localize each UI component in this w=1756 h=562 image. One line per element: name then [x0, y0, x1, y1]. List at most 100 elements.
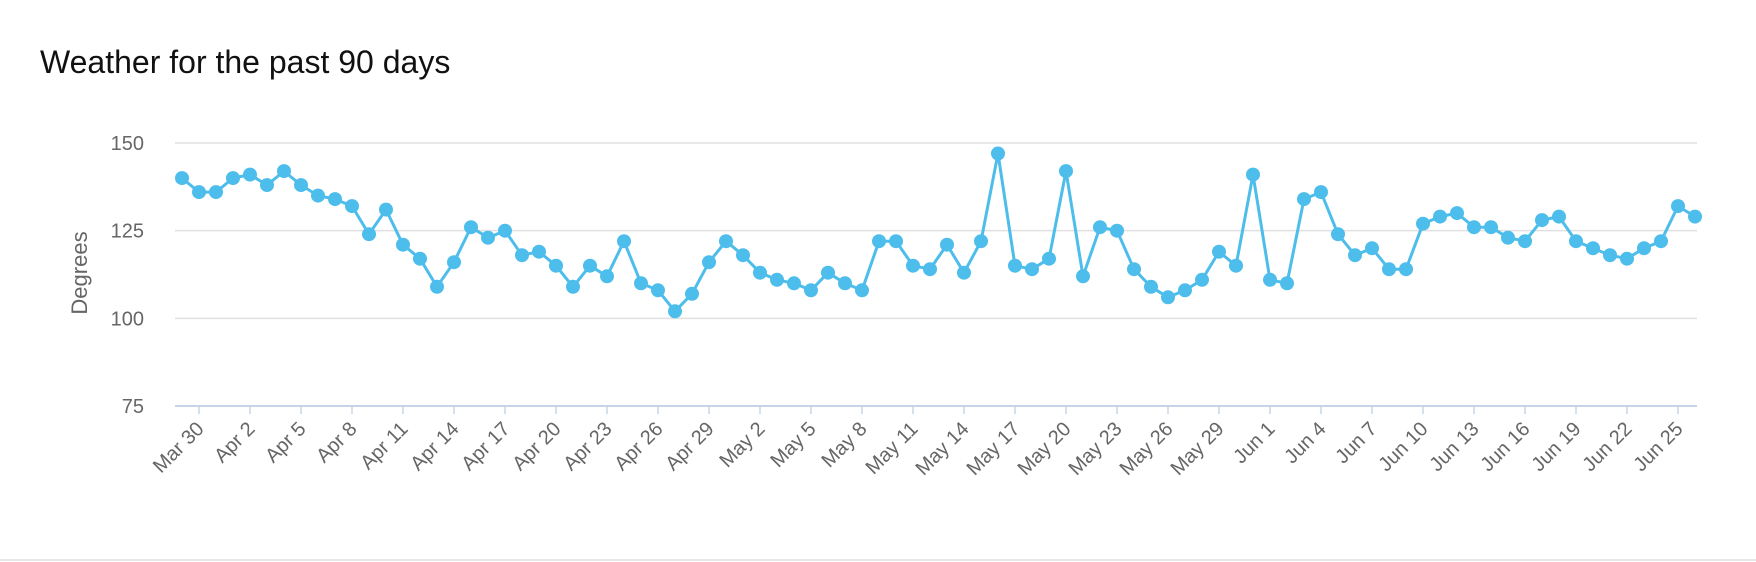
x-tick-label: Apr 5	[261, 418, 310, 467]
data-point[interactable]	[855, 283, 869, 298]
data-point[interactable]	[1025, 262, 1039, 277]
data-point[interactable]	[379, 202, 393, 217]
data-point[interactable]	[1178, 283, 1192, 298]
data-point[interactable]	[1195, 272, 1209, 287]
data-point[interactable]	[1688, 209, 1702, 224]
data-point[interactable]	[787, 276, 801, 291]
data-point[interactable]	[668, 304, 682, 319]
data-point[interactable]	[243, 167, 257, 182]
data-point[interactable]	[1280, 276, 1294, 291]
data-point[interactable]	[838, 276, 852, 291]
data-point[interactable]	[804, 283, 818, 298]
data-point[interactable]	[1297, 192, 1311, 207]
data-point[interactable]	[1331, 227, 1345, 242]
data-point[interactable]	[1416, 216, 1430, 231]
data-point[interactable]	[1314, 185, 1328, 200]
data-point[interactable]	[498, 223, 512, 238]
y-tick-label: 75	[122, 396, 144, 418]
data-point[interactable]	[226, 171, 240, 186]
data-point[interactable]	[1365, 241, 1379, 256]
data-point[interactable]	[753, 265, 767, 280]
data-point[interactable]	[1603, 248, 1617, 263]
data-point[interactable]	[1501, 230, 1515, 245]
data-point[interactable]	[889, 234, 903, 249]
data-point[interactable]	[1450, 206, 1464, 221]
data-point[interactable]	[906, 258, 920, 273]
data-point[interactable]	[651, 283, 665, 298]
data-point[interactable]	[345, 199, 359, 214]
data-point[interactable]	[515, 248, 529, 263]
data-point[interactable]	[447, 255, 461, 270]
data-point[interactable]	[940, 237, 954, 252]
data-point[interactable]	[1484, 220, 1498, 235]
data-point[interactable]	[1569, 234, 1583, 249]
data-point[interactable]	[1535, 213, 1549, 228]
data-point[interactable]	[1110, 223, 1124, 238]
data-point[interactable]	[1382, 262, 1396, 277]
data-point[interactable]	[872, 234, 886, 249]
x-tick-label: May 5	[766, 418, 820, 472]
data-point[interactable]	[1093, 220, 1107, 235]
data-point[interactable]	[1637, 241, 1651, 256]
data-point[interactable]	[532, 244, 546, 259]
data-point[interactable]	[1348, 248, 1362, 263]
data-point[interactable]	[481, 230, 495, 245]
data-point[interactable]	[175, 171, 189, 186]
data-point[interactable]	[430, 279, 444, 294]
data-point[interactable]	[1263, 272, 1277, 287]
data-point[interactable]	[1059, 164, 1073, 179]
data-point[interactable]	[396, 237, 410, 252]
data-point[interactable]	[1127, 262, 1141, 277]
y-tick-label: 125	[111, 221, 144, 243]
data-point[interactable]	[1518, 234, 1532, 249]
data-point[interactable]	[634, 276, 648, 291]
data-point[interactable]	[600, 269, 614, 284]
data-point[interactable]	[1620, 251, 1634, 266]
data-point[interactable]	[1586, 241, 1600, 256]
data-point[interactable]	[821, 265, 835, 280]
data-point[interactable]	[923, 262, 937, 277]
data-point[interactable]	[1467, 220, 1481, 235]
data-point[interactable]	[260, 178, 274, 193]
data-point[interactable]	[736, 248, 750, 263]
data-point[interactable]	[1161, 290, 1175, 305]
data-point[interactable]	[362, 227, 376, 242]
data-point[interactable]	[1076, 269, 1090, 284]
x-tick-label: May 26	[1116, 418, 1178, 480]
data-point[interactable]	[277, 164, 291, 179]
data-point[interactable]	[974, 234, 988, 249]
data-point[interactable]	[209, 185, 223, 200]
data-point[interactable]	[328, 192, 342, 207]
data-point[interactable]	[464, 220, 478, 235]
data-point[interactable]	[1229, 258, 1243, 273]
data-point[interactable]	[549, 258, 563, 273]
data-point[interactable]	[617, 234, 631, 249]
data-point[interactable]	[719, 234, 733, 249]
data-point[interactable]	[413, 251, 427, 266]
data-point[interactable]	[1654, 234, 1668, 249]
data-point[interactable]	[1008, 258, 1022, 273]
x-tick-label: Jun 4	[1280, 418, 1330, 468]
data-point[interactable]	[566, 279, 580, 294]
data-point[interactable]	[1552, 209, 1566, 224]
data-point[interactable]	[702, 255, 716, 270]
x-tick-label: May 11	[862, 418, 923, 479]
data-point[interactable]	[311, 188, 325, 203]
data-point[interactable]	[294, 178, 308, 193]
x-tick-label: Apr 29	[661, 418, 718, 475]
data-point[interactable]	[1671, 199, 1685, 214]
data-point[interactable]	[957, 265, 971, 280]
data-point[interactable]	[1433, 209, 1447, 224]
data-point[interactable]	[192, 185, 206, 200]
x-tick-label: May 2	[715, 418, 769, 472]
data-point[interactable]	[1144, 279, 1158, 294]
data-point[interactable]	[1246, 167, 1260, 182]
data-point[interactable]	[583, 258, 597, 273]
data-point[interactable]	[1399, 262, 1413, 277]
data-point[interactable]	[991, 146, 1005, 161]
data-point[interactable]	[685, 286, 699, 301]
data-point[interactable]	[1042, 251, 1056, 266]
data-point[interactable]	[1212, 244, 1226, 259]
data-point[interactable]	[770, 272, 784, 287]
